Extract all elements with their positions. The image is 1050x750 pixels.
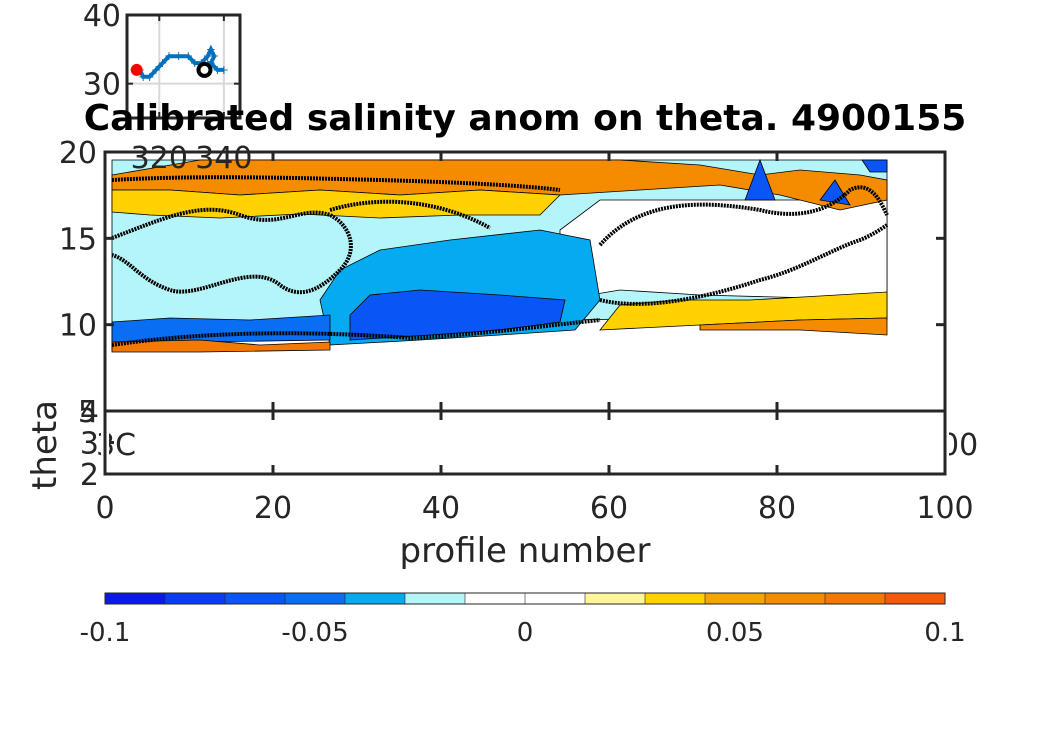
overlay-y-tick-label: 3 bbox=[80, 427, 99, 462]
map-x-tick-label: 340 bbox=[195, 141, 252, 176]
colorbar-cells bbox=[105, 593, 946, 604]
colorbar-cell bbox=[165, 593, 226, 604]
trajectory-end-marker bbox=[196, 61, 213, 78]
colorbar-cell bbox=[705, 593, 766, 604]
colorbar-cell bbox=[825, 593, 886, 604]
overlay-axis-frame bbox=[103, 409, 947, 476]
y-axis-label: theta bbox=[25, 400, 65, 490]
anomaly-fill-top-yellow bbox=[111, 189, 561, 219]
colorbar-tick-label: 0.05 bbox=[706, 618, 764, 648]
anomaly-fill-dark-blue bbox=[349, 289, 566, 341]
x-tick-labels: 0 20 40 60 80 100 bbox=[95, 491, 973, 526]
main-contour-plot: 5 10 15 20 bbox=[59, 136, 947, 430]
colorbar-cell bbox=[645, 593, 706, 604]
overlay-y-tick-label: 4 bbox=[80, 395, 99, 430]
trajectory-point: + bbox=[219, 63, 229, 77]
x-tick-label: 40 bbox=[422, 491, 460, 526]
colorbar-tick-label: -0.1 bbox=[80, 618, 131, 648]
anomaly-fill-deep-orange bbox=[699, 317, 888, 336]
colorbar-cell bbox=[285, 593, 346, 604]
trajectory-point: + bbox=[212, 63, 222, 77]
colorbar-cell bbox=[345, 593, 406, 604]
colorbar-tick-label: 0 bbox=[517, 618, 534, 648]
trajectory-point: + bbox=[145, 70, 155, 84]
trajectory-point: + bbox=[164, 49, 174, 63]
x-tick-label: 60 bbox=[590, 491, 628, 526]
map-trajectory: +++++++++++++++++++ bbox=[130, 42, 229, 84]
trajectory-point: + bbox=[206, 56, 216, 70]
trajectory-start-marker bbox=[130, 63, 143, 76]
trajectory-point: + bbox=[206, 56, 216, 70]
map-tick-labels: 30 40 320 340 bbox=[83, 0, 253, 176]
colorbar-tick-label: 0.1 bbox=[924, 618, 965, 648]
map-x-tick-label: 320 bbox=[131, 141, 188, 176]
map-y-tick-label: 30 bbox=[83, 68, 121, 103]
zero-contour-line bbox=[111, 175, 889, 347]
trajectory-point: + bbox=[138, 70, 148, 84]
overlay-y-tick-label: 2 bbox=[80, 458, 99, 493]
anomaly-fill-top-right-blue bbox=[744, 158, 888, 206]
y-tick-label: 20 bbox=[59, 136, 97, 171]
trajectory-point: + bbox=[209, 49, 219, 63]
map-y-tick-label: 40 bbox=[83, 0, 121, 34]
colorbar-cell bbox=[225, 593, 286, 604]
colorbar-cell bbox=[765, 593, 826, 604]
y-tick-label: 15 bbox=[59, 222, 97, 257]
trajectory-point: + bbox=[206, 42, 216, 56]
trajectory-point: + bbox=[151, 63, 161, 77]
trajectory-point: + bbox=[183, 49, 193, 63]
colorbar-frame bbox=[104, 592, 946, 605]
colorbar-cell bbox=[525, 593, 586, 604]
trajectory-point: + bbox=[203, 49, 213, 63]
contour-fill-layer bbox=[111, 158, 889, 353]
map-frame bbox=[125, 13, 242, 120]
trajectory-point: + bbox=[174, 49, 184, 63]
colorbar-tick-labels: -0.1 -0.05 0 0.05 0.1 bbox=[80, 618, 966, 648]
x-axis-label: profile number bbox=[400, 531, 651, 571]
anomaly-fill-bottom-orange bbox=[111, 339, 331, 353]
x-tick-label: 100 bbox=[916, 491, 973, 526]
y-tick-label: 5 bbox=[78, 395, 97, 430]
x-tick-label: 20 bbox=[254, 491, 292, 526]
y-tick-label: 10 bbox=[59, 309, 97, 344]
anomaly-fill-white bbox=[559, 199, 888, 301]
colorbar-cell bbox=[585, 593, 646, 604]
trajectory-point: + bbox=[190, 56, 200, 70]
colorbar-tick-label: -0.05 bbox=[281, 618, 348, 648]
x-tick-label: 80 bbox=[758, 491, 796, 526]
x-tick-label: 0 bbox=[95, 491, 114, 526]
colorbar-cell bbox=[885, 593, 946, 604]
colorbar-cell bbox=[465, 593, 526, 604]
colorbar-cell bbox=[405, 593, 466, 604]
colorbar-cell bbox=[105, 593, 166, 604]
colorbar: -0.1 -0.05 0 0.05 0.1 bbox=[80, 592, 966, 648]
chart-title: Calibrated salinity anom on theta. 49001… bbox=[84, 98, 967, 139]
trajectory-point: + bbox=[157, 56, 167, 70]
